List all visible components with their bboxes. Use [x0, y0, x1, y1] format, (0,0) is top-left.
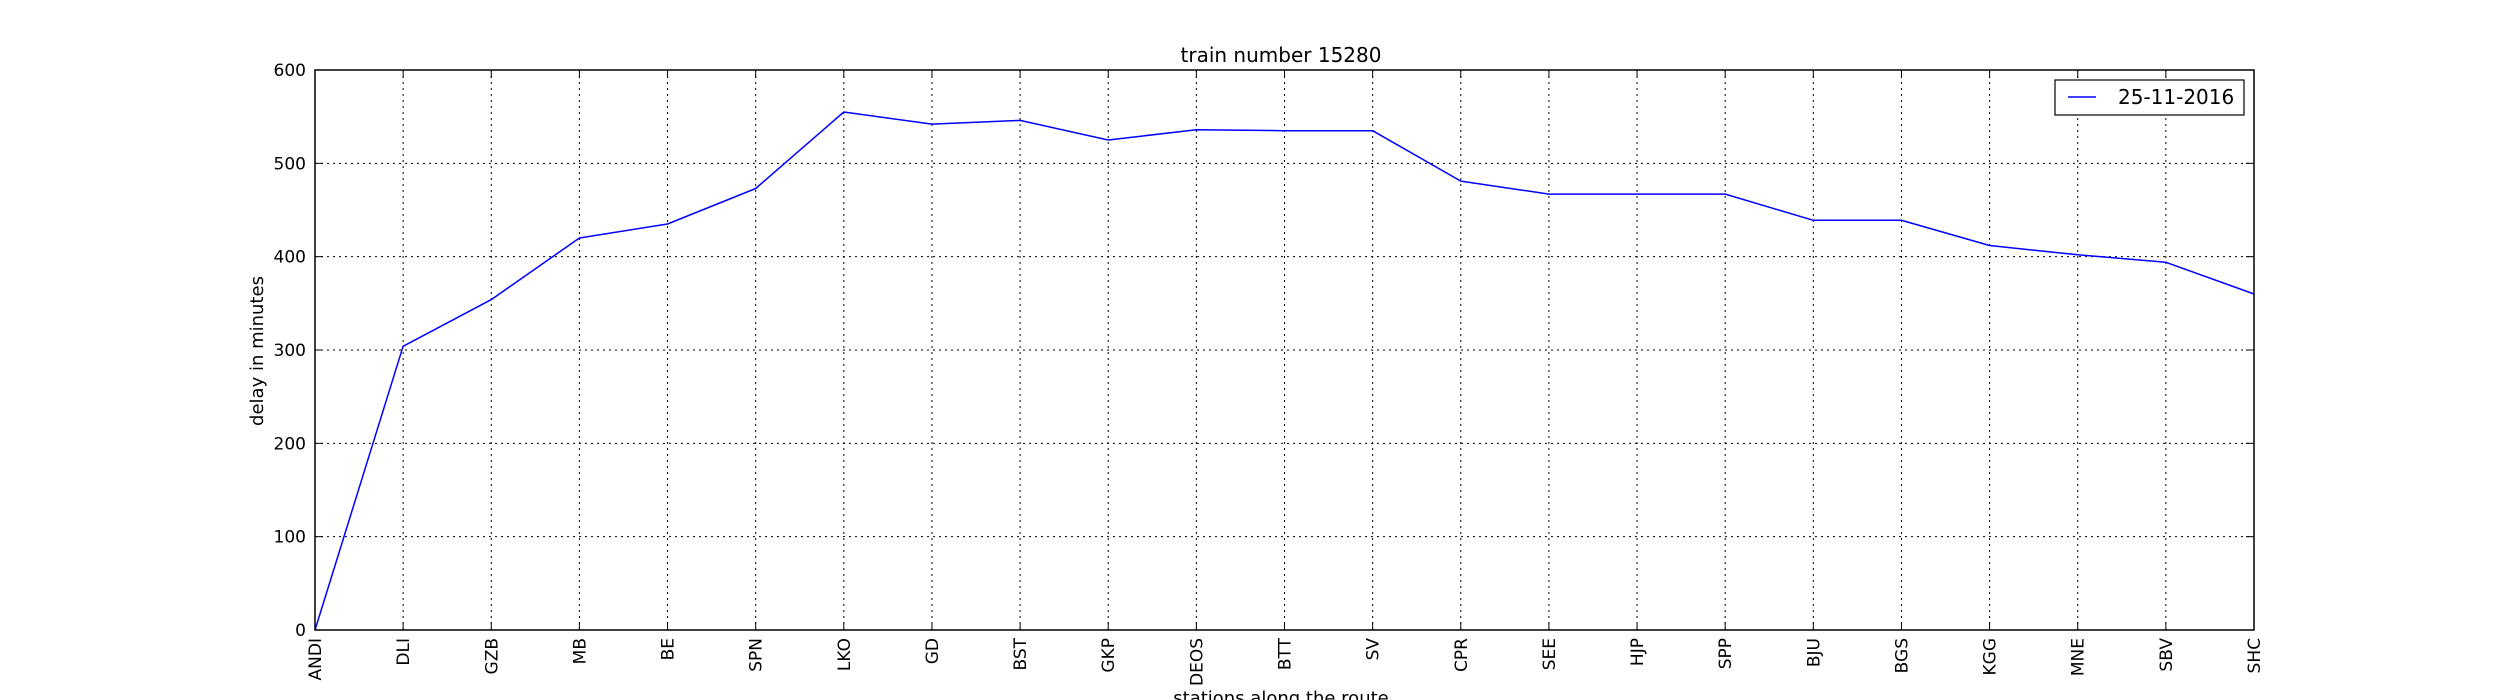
x-tick-label: SV — [1364, 638, 1384, 661]
series-layer — [314, 111, 2255, 631]
grid-lines — [315, 70, 2254, 630]
y-tick-label: 600 — [274, 61, 306, 81]
x-tick-label: GZB — [482, 638, 502, 674]
x-tick-label: SHC — [2245, 638, 2265, 673]
x-axis-ticks: ANDI DLI GZB MB BE SPN LKO GD BST GKP DEOS BTT SV CPR… — [306, 70, 2265, 686]
x-tick-label: LKO — [835, 638, 855, 671]
x-tick-label: SPP — [1716, 638, 1736, 669]
y-tick-label: 200 — [274, 434, 306, 454]
x-tick-label: SBV — [2157, 638, 2177, 672]
y-tick-label: 400 — [274, 248, 306, 268]
x-tick-label: BJU — [1804, 638, 1824, 667]
x-tick-label: MB — [570, 638, 590, 664]
x-tick-label: CPR — [1452, 638, 1472, 672]
x-tick-label: BTT — [1276, 637, 1296, 670]
x-tick-label: DLI — [394, 638, 414, 666]
x-tick-label: SEE — [1540, 638, 1560, 670]
chart-title: train number 15280 — [1181, 43, 1382, 67]
x-tick-label: DEOS — [1187, 638, 1207, 686]
x-tick-label: MNE — [2069, 638, 2089, 676]
x-tick-label: BST — [1011, 637, 1031, 670]
x-tick-label: GD — [923, 638, 943, 664]
y-axis-label: delay in minutes — [247, 276, 268, 426]
x-tick-label: GKP — [1099, 638, 1119, 673]
y-axis-ticks: 0 100 200 300 400 500 600 — [274, 61, 2254, 641]
x-tick-label: SPN — [747, 638, 767, 672]
y-tick-label: 0 — [295, 621, 306, 641]
legend-label: 25-11-2016 — [2118, 85, 2234, 109]
x-tick-label: BGS — [1892, 638, 1912, 673]
x-tick-label: HJP — [1628, 638, 1648, 666]
x-axis-label: stations along the route — [1173, 688, 1388, 700]
x-tick-label: KGG — [1981, 638, 2001, 676]
y-tick-label: 500 — [274, 154, 306, 174]
legend: 25-11-2016 — [2054, 79, 2245, 116]
y-tick-label: 300 — [274, 341, 306, 361]
x-tick-label: BE — [659, 638, 679, 660]
y-tick-label: 100 — [274, 528, 306, 548]
series-line — [314, 111, 2255, 631]
x-tick-label: ANDI — [306, 638, 326, 680]
